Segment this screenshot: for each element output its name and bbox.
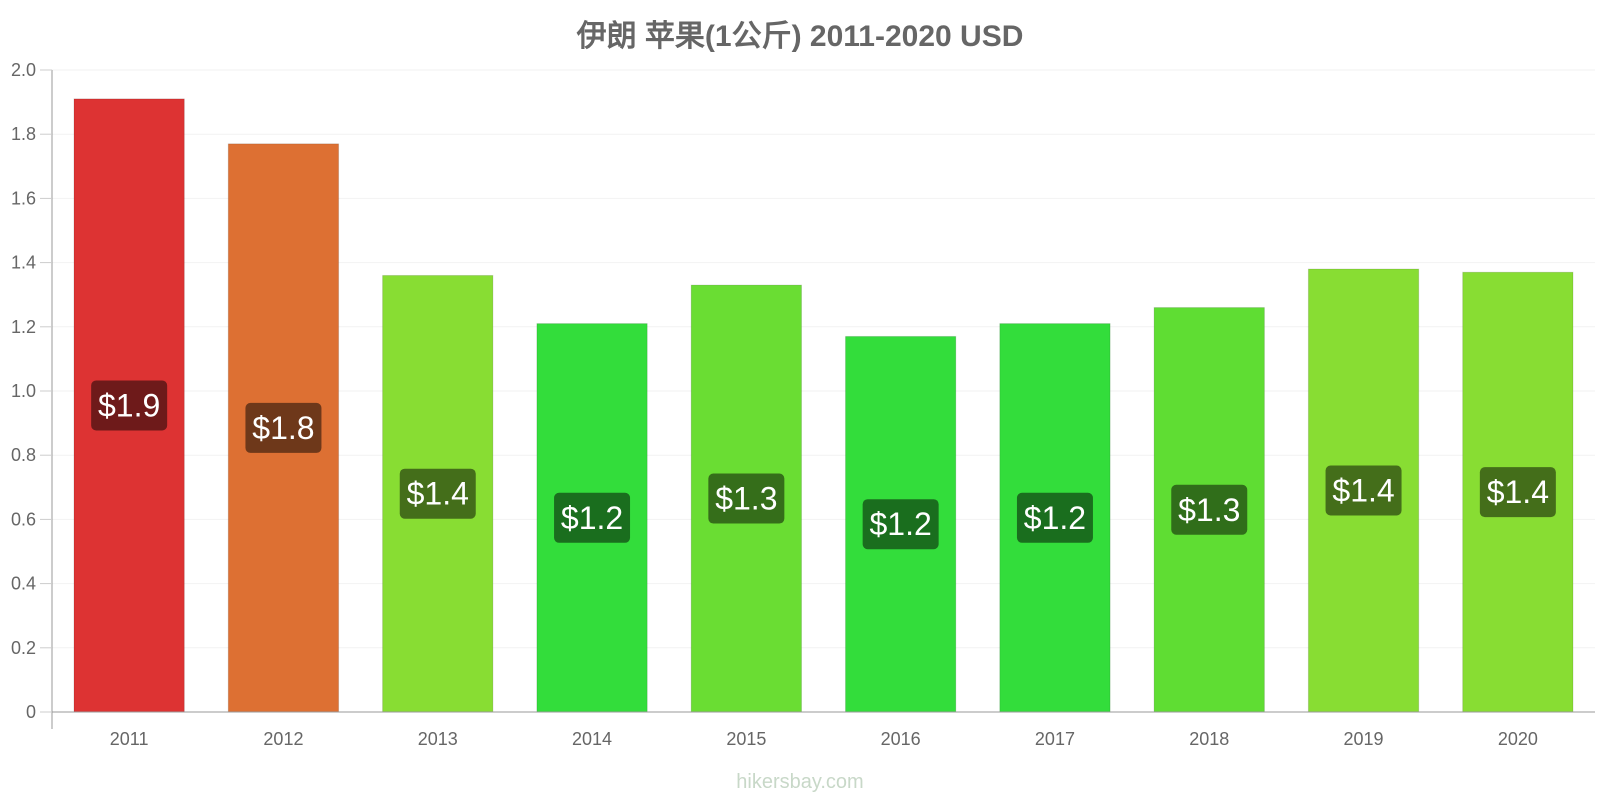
data-label-box <box>91 380 168 431</box>
data-label-2017: $1.2 <box>1016 492 1093 543</box>
x-tick-label: 2012 <box>263 729 303 749</box>
x-tick-label: 2020 <box>1498 729 1538 749</box>
x-tick-label: 2015 <box>726 729 766 749</box>
data-label-box <box>862 499 939 550</box>
y-tick-label: 1.2 <box>11 317 36 337</box>
x-tick-label: 2011 <box>110 729 149 749</box>
x-tick-label: 2018 <box>1189 729 1229 749</box>
axes <box>40 69 1595 729</box>
data-label-text: $1.2 <box>870 506 932 542</box>
data-labels: $1.9 $1.8 $1.4 $1.2 $1.3 $1.2 $1.2 $1.3 $1.4 $1.4 <box>91 380 1556 550</box>
x-tick-label: 2013 <box>418 729 458 749</box>
data-label-box <box>1325 465 1402 516</box>
x-tick-label: 2016 <box>881 729 921 749</box>
x-tick-label: 2017 <box>1035 729 1075 749</box>
data-label-text: $1.2 <box>1024 500 1086 536</box>
data-label-text: $1.9 <box>98 387 160 423</box>
data-label-2016: $1.2 <box>862 499 939 550</box>
data-label-text: $1.4 <box>1487 474 1549 510</box>
data-label-2019: $1.4 <box>1325 465 1402 516</box>
y-tick-label: 1.8 <box>11 124 36 144</box>
y-tick-label: 1.4 <box>11 253 36 273</box>
data-label-box <box>708 473 785 524</box>
data-label-box <box>399 468 476 519</box>
y-tick-label: 0.2 <box>11 638 36 658</box>
data-label-2011: $1.9 <box>91 380 168 431</box>
data-label-text: $1.8 <box>252 410 314 446</box>
x-tick-label: 2019 <box>1344 729 1384 749</box>
data-label-text: $1.3 <box>1178 492 1240 528</box>
data-label-box <box>245 402 322 453</box>
watermark: hikersbay.com <box>736 771 863 793</box>
data-label-text: $1.4 <box>407 476 469 512</box>
data-label-box <box>1016 492 1093 543</box>
y-tick-label: 1.6 <box>11 188 36 208</box>
y-tick-label: 1.0 <box>11 381 36 401</box>
data-label-2013: $1.4 <box>399 468 476 519</box>
y-tick-label: 0 <box>26 702 36 722</box>
data-label-box <box>554 492 631 543</box>
y-tick-label: 0.8 <box>11 445 36 465</box>
y-tick-label: 2.0 <box>11 60 36 80</box>
data-label-box <box>1171 484 1248 535</box>
chart-title: 伊朗 苹果(1公斤) 2011-2020 USD <box>576 20 1024 53</box>
y-axis-ticks: 0 0.2 0.4 0.6 0.8 1.0 1.2 1.4 1.6 1.8 2.0 <box>11 60 36 722</box>
data-label-text: $1.4 <box>1332 473 1394 509</box>
x-tick-label: 2014 <box>572 729 612 749</box>
x-axis-ticks: 2011 2012 2013 2014 2015 2016 2017 2018 2019 2020 <box>110 729 1538 749</box>
data-label-2015: $1.3 <box>708 473 785 524</box>
data-label-2012: $1.8 <box>245 402 322 453</box>
data-label-text: $1.3 <box>715 481 777 517</box>
data-label-2020: $1.4 <box>1479 467 1556 518</box>
y-tick-label: 0.4 <box>11 574 36 594</box>
data-label-text: $1.2 <box>561 500 623 536</box>
y-tick-label: 0.6 <box>11 509 36 529</box>
data-label-2018: $1.3 <box>1171 484 1248 535</box>
data-label-box <box>1479 467 1556 518</box>
data-label-2014: $1.2 <box>554 492 631 543</box>
